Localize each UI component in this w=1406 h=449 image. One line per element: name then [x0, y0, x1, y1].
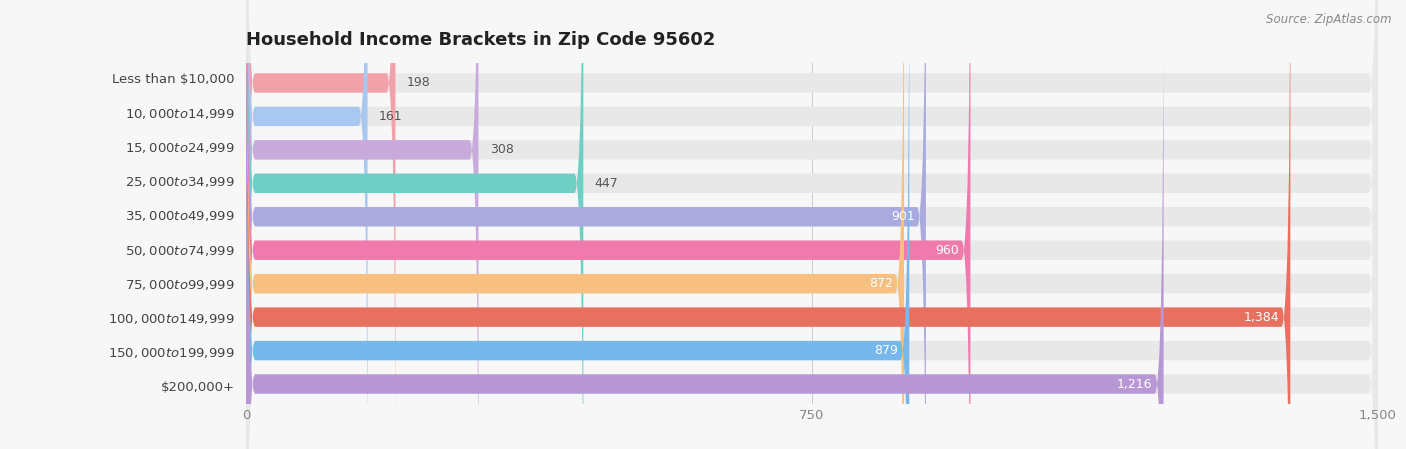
Text: 1,216: 1,216: [1116, 378, 1153, 391]
FancyBboxPatch shape: [246, 0, 1378, 449]
FancyBboxPatch shape: [246, 0, 904, 449]
FancyBboxPatch shape: [246, 0, 910, 449]
Text: $100,000 to $149,999: $100,000 to $149,999: [108, 312, 235, 326]
FancyBboxPatch shape: [246, 0, 395, 449]
Text: $25,000 to $34,999: $25,000 to $34,999: [125, 175, 235, 189]
FancyBboxPatch shape: [246, 0, 1378, 449]
FancyBboxPatch shape: [246, 0, 1164, 449]
Text: $10,000 to $14,999: $10,000 to $14,999: [125, 107, 235, 121]
Text: 879: 879: [875, 344, 898, 357]
FancyBboxPatch shape: [246, 0, 970, 449]
FancyBboxPatch shape: [246, 0, 1378, 449]
Text: $15,000 to $24,999: $15,000 to $24,999: [125, 141, 235, 155]
Text: $150,000 to $199,999: $150,000 to $199,999: [108, 346, 235, 360]
FancyBboxPatch shape: [246, 0, 367, 449]
Text: 872: 872: [869, 277, 893, 290]
Text: $35,000 to $49,999: $35,000 to $49,999: [125, 209, 235, 224]
FancyBboxPatch shape: [246, 0, 1378, 449]
FancyBboxPatch shape: [246, 0, 1378, 449]
Text: $50,000 to $74,999: $50,000 to $74,999: [125, 243, 235, 258]
Text: Source: ZipAtlas.com: Source: ZipAtlas.com: [1267, 13, 1392, 26]
Text: $75,000 to $99,999: $75,000 to $99,999: [125, 277, 235, 292]
Text: Household Income Brackets in Zip Code 95602: Household Income Brackets in Zip Code 95…: [246, 31, 716, 49]
FancyBboxPatch shape: [246, 0, 583, 449]
Text: 198: 198: [406, 76, 430, 89]
FancyBboxPatch shape: [246, 0, 1378, 449]
Text: 1,384: 1,384: [1243, 311, 1279, 324]
FancyBboxPatch shape: [246, 0, 1378, 449]
FancyBboxPatch shape: [246, 0, 1378, 449]
Text: 447: 447: [595, 177, 619, 190]
FancyBboxPatch shape: [246, 0, 927, 449]
FancyBboxPatch shape: [246, 0, 1378, 449]
FancyBboxPatch shape: [246, 0, 1291, 449]
Text: 901: 901: [891, 210, 914, 223]
FancyBboxPatch shape: [246, 0, 478, 449]
Text: 960: 960: [935, 244, 959, 257]
FancyBboxPatch shape: [246, 0, 1378, 449]
Text: 308: 308: [489, 143, 513, 156]
Text: $200,000+: $200,000+: [160, 381, 235, 393]
Text: 161: 161: [378, 110, 402, 123]
Text: Less than $10,000: Less than $10,000: [112, 74, 235, 86]
